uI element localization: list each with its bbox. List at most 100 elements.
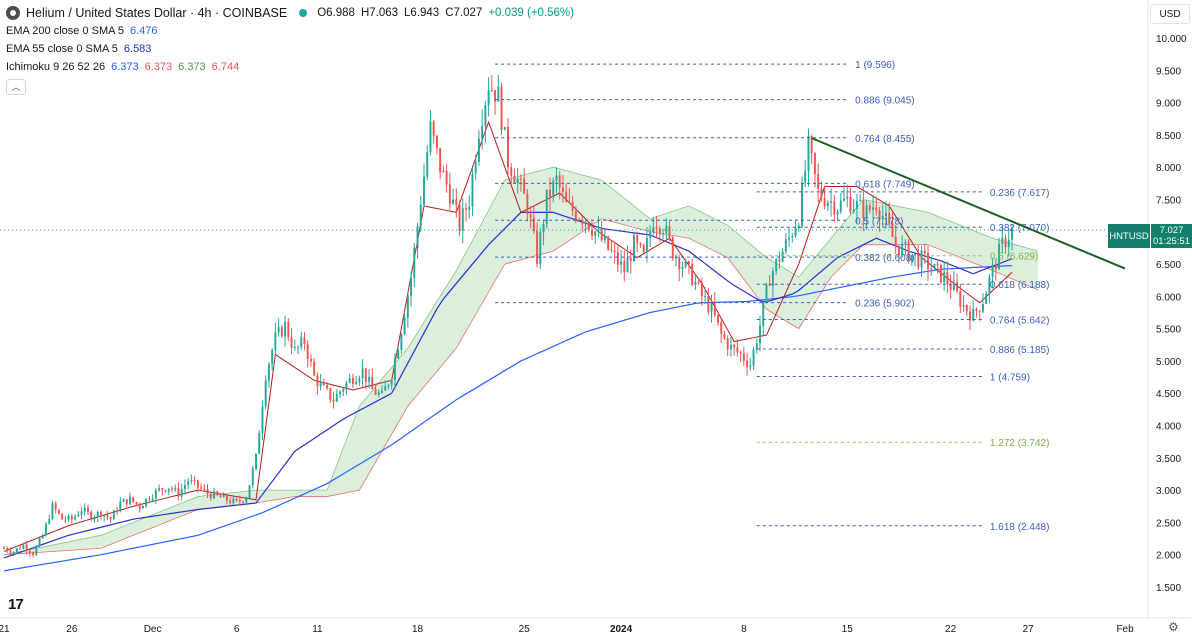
candle-body xyxy=(93,517,96,520)
candle-body xyxy=(51,503,54,520)
candle-body xyxy=(200,487,203,489)
candle-body xyxy=(691,263,694,285)
tradingview-logo-icon[interactable]: 17 xyxy=(8,596,24,613)
kumo-cloud-segment xyxy=(831,199,864,277)
candle-body xyxy=(213,491,215,499)
candle-body xyxy=(762,301,765,326)
candle-body xyxy=(413,247,416,278)
fib-level-label: 0.618 (7.749) xyxy=(855,179,915,190)
candle-body xyxy=(248,485,251,499)
candle-body xyxy=(904,242,907,244)
candle-body xyxy=(32,552,35,556)
indicator-ema55[interactable]: EMA 55 close 0 SMA 5 6.583 xyxy=(6,40,574,58)
candle-body xyxy=(364,368,367,382)
ichimoku-value-2: 6.373 xyxy=(144,61,173,73)
candle-body xyxy=(316,375,319,387)
y-tick-label: 9.000 xyxy=(1156,99,1181,110)
candle-body xyxy=(881,216,884,220)
candle-body xyxy=(465,208,467,210)
candle-body xyxy=(432,121,435,136)
indicator-name: EMA 200 close 0 SMA 5 xyxy=(6,25,125,37)
candle-body xyxy=(112,510,115,520)
candle-body xyxy=(717,314,719,323)
candle-body xyxy=(397,350,400,359)
candle-body xyxy=(923,250,926,254)
candle-body xyxy=(784,239,787,252)
candle-body xyxy=(907,242,910,262)
y-tick-label: 5.000 xyxy=(1156,357,1181,368)
helium-logo-icon xyxy=(6,6,20,20)
x-tick-label: Dec xyxy=(144,624,162,635)
candle-body xyxy=(697,282,700,284)
fib-level-label: 0.764 (8.455) xyxy=(855,134,915,145)
candle-body xyxy=(61,513,64,520)
candle-body xyxy=(704,296,707,298)
candle-body xyxy=(1004,237,1007,247)
candle-body xyxy=(723,333,726,339)
candle-body xyxy=(652,227,655,233)
candle-body xyxy=(77,514,80,517)
candle-body xyxy=(778,259,781,262)
ohlc-high: H7.063 xyxy=(360,7,399,19)
candle-body xyxy=(313,361,316,376)
candle-body xyxy=(988,276,991,294)
candle-body xyxy=(48,519,51,524)
candle-body xyxy=(70,515,73,520)
candle-body xyxy=(607,236,610,250)
candle-body xyxy=(339,391,341,394)
candle-body xyxy=(639,243,642,246)
candle-body xyxy=(177,487,180,497)
candle-body xyxy=(603,236,606,241)
symbol-title[interactable]: Helium / United States Dollar · 4h · COI… xyxy=(26,6,288,20)
candle-body xyxy=(448,184,451,204)
y-tick-label: 8.500 xyxy=(1156,131,1181,142)
candle-body xyxy=(513,176,516,183)
candle-body xyxy=(122,499,125,502)
candle-body xyxy=(852,208,855,212)
kumo-cloud-segment xyxy=(327,406,360,497)
collapse-legend-button[interactable]: ︿ xyxy=(6,79,26,95)
candle-body xyxy=(616,252,619,265)
candle-body xyxy=(781,251,784,262)
candle-body xyxy=(145,498,148,506)
candle-body xyxy=(558,175,561,188)
candle-body xyxy=(519,178,522,180)
candle-body xyxy=(859,199,862,201)
candle-body xyxy=(9,550,12,553)
candle-body xyxy=(180,489,183,497)
candle-body xyxy=(129,497,131,505)
candle-body xyxy=(116,510,119,512)
candle-body xyxy=(284,321,287,337)
candle-body xyxy=(542,224,545,233)
candle-body xyxy=(894,236,897,246)
indicator-name: Ichimoku 9 26 52 26 xyxy=(6,61,106,73)
ichimoku-value-4: 6.744 xyxy=(211,61,240,73)
candle-body xyxy=(565,191,568,202)
candle-body xyxy=(500,86,503,130)
x-tick-label: 27 xyxy=(1023,624,1035,635)
candle-body xyxy=(872,207,875,211)
candle-body xyxy=(626,257,629,273)
candle-body xyxy=(794,228,797,237)
settings-gear-icon[interactable]: ⚙ xyxy=(1168,620,1179,634)
candle-body xyxy=(642,245,645,252)
candle-body xyxy=(54,503,57,510)
candle-body xyxy=(264,380,267,407)
candle-body xyxy=(461,208,464,231)
candle-body xyxy=(555,175,558,181)
indicator-ema200[interactable]: EMA 200 close 0 SMA 5 6.476 xyxy=(6,22,574,40)
candle-body xyxy=(1011,227,1013,240)
candle-body xyxy=(348,378,351,383)
indicator-ichimoku[interactable]: Ichimoku 9 26 52 26 6.373 6.373 6.373 6.… xyxy=(6,58,574,76)
candle-body xyxy=(671,237,674,259)
candle-body xyxy=(377,392,380,395)
candle-body xyxy=(981,304,984,312)
candle-body xyxy=(351,378,354,384)
candle-body xyxy=(817,173,820,190)
candle-body xyxy=(584,222,587,224)
candle-body xyxy=(920,250,923,268)
candle-body xyxy=(355,381,358,384)
currency-selector[interactable]: USD xyxy=(1150,4,1190,24)
candle-body xyxy=(678,257,681,270)
